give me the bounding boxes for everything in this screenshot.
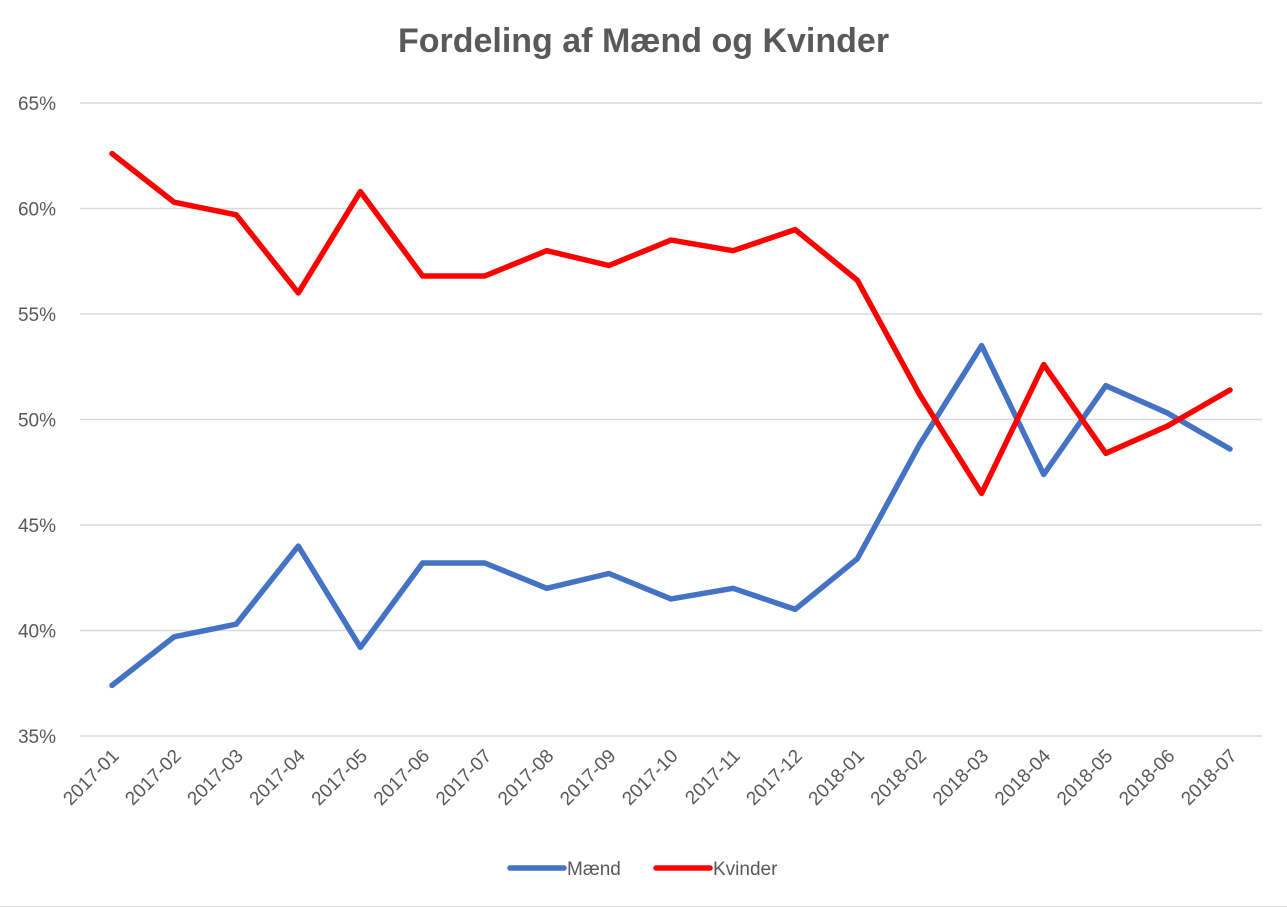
x-tick-label: 2017-06 <box>370 746 434 810</box>
y-tick-label: 55% <box>18 305 56 326</box>
legend-label: Kvinder <box>713 859 778 880</box>
x-tick-label: 2018-02 <box>867 746 931 810</box>
y-tick-label: 65% <box>18 94 56 115</box>
series-lines <box>109 150 1233 689</box>
y-axis-ticks: 35% 40% 45% 50% 55% 60% 65% <box>18 94 56 748</box>
x-tick-label: 2018-05 <box>1053 746 1117 810</box>
x-tick-label: 2017-11 <box>681 746 744 809</box>
chart-title: Fordeling af Mænd og Kvinder <box>397 22 890 60</box>
gridlines <box>80 102 1262 737</box>
x-tick-label: 2018-04 <box>991 745 1055 809</box>
x-tick-label: 2017-12 <box>743 746 807 810</box>
x-tick-label: 2018-07 <box>1177 746 1241 810</box>
y-tick-label: 50% <box>18 411 56 432</box>
x-tick-label: 2018-03 <box>929 746 993 810</box>
y-tick-label: 45% <box>18 516 56 537</box>
x-tick-label: 2017-01 <box>59 746 123 810</box>
x-tick-label: 2017-10 <box>618 746 682 810</box>
x-tick-label: 2017-08 <box>494 746 558 810</box>
x-tick-label: 2018-01 <box>805 746 869 810</box>
y-tick-label: 40% <box>18 622 56 643</box>
legend: Mænd Kvinder <box>507 859 778 880</box>
y-tick-label: 35% <box>18 727 56 748</box>
series-line <box>109 150 1233 497</box>
x-axis-ticks: 2017-012017-022017-032017-042017-052017-… <box>59 745 1241 809</box>
x-tick-label: 2017-04 <box>246 745 310 809</box>
x-tick-label: 2017-09 <box>556 746 620 810</box>
series-line <box>109 342 1233 689</box>
x-tick-label: 2018-06 <box>1115 746 1179 810</box>
y-tick-label: 60% <box>18 200 56 221</box>
x-tick-label: 2017-03 <box>184 746 248 810</box>
x-tick-label: 2017-07 <box>432 746 496 810</box>
legend-label: Mænd <box>567 859 621 880</box>
x-tick-label: 2017-05 <box>308 746 372 810</box>
x-tick-label: 2017-02 <box>121 746 185 810</box>
